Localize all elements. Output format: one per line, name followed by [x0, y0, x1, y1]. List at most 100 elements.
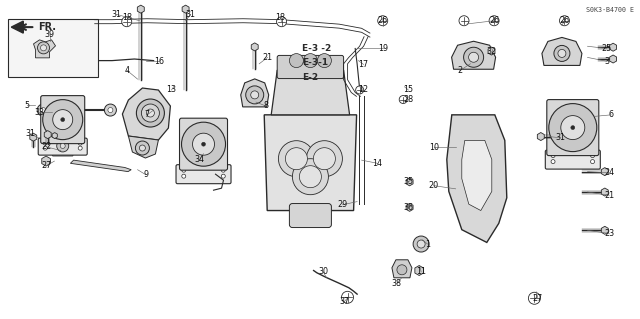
Polygon shape [138, 5, 144, 13]
Text: 10: 10 [429, 143, 439, 152]
Text: S0K3·B4700 E: S0K3·B4700 E [586, 7, 634, 13]
Polygon shape [42, 156, 51, 166]
Text: 24: 24 [604, 168, 614, 177]
Polygon shape [406, 178, 413, 186]
Circle shape [141, 104, 159, 122]
Text: 28: 28 [403, 95, 413, 104]
Circle shape [78, 146, 82, 150]
Text: 1: 1 [425, 240, 430, 249]
Text: 35: 35 [403, 177, 413, 186]
Circle shape [459, 16, 469, 26]
Text: 31: 31 [555, 133, 565, 142]
Circle shape [285, 148, 307, 170]
Text: 3: 3 [604, 57, 609, 66]
Polygon shape [462, 140, 492, 211]
Circle shape [57, 140, 68, 152]
Polygon shape [602, 188, 608, 196]
Text: E-3 -2: E-3 -2 [302, 44, 332, 53]
Circle shape [40, 45, 47, 51]
Circle shape [591, 154, 595, 158]
Polygon shape [602, 167, 608, 176]
Circle shape [378, 16, 388, 26]
Circle shape [397, 265, 407, 275]
Circle shape [251, 91, 259, 99]
Polygon shape [406, 203, 413, 211]
Text: 18: 18 [275, 13, 285, 22]
Circle shape [37, 104, 49, 116]
Polygon shape [70, 160, 131, 172]
Text: 18: 18 [122, 13, 132, 22]
Circle shape [554, 45, 570, 62]
Circle shape [413, 236, 429, 252]
Text: 23: 23 [604, 229, 614, 238]
Circle shape [300, 166, 321, 188]
Polygon shape [488, 47, 495, 55]
Polygon shape [271, 70, 349, 115]
Polygon shape [30, 133, 36, 141]
Circle shape [193, 133, 214, 155]
Text: E-3-1: E-3-1 [302, 58, 328, 67]
Circle shape [182, 122, 225, 166]
Circle shape [317, 54, 332, 68]
Polygon shape [452, 41, 495, 69]
Text: 37: 37 [339, 297, 349, 306]
Circle shape [276, 17, 287, 27]
Circle shape [108, 108, 113, 113]
Polygon shape [182, 5, 189, 13]
Polygon shape [610, 55, 616, 63]
Polygon shape [52, 133, 58, 138]
Text: 6: 6 [609, 110, 614, 119]
Circle shape [246, 86, 264, 104]
Circle shape [38, 42, 49, 54]
Circle shape [221, 174, 225, 178]
Circle shape [314, 148, 335, 170]
Polygon shape [12, 21, 23, 33]
Circle shape [61, 118, 65, 122]
Polygon shape [129, 136, 158, 158]
Text: 33: 33 [35, 108, 45, 117]
Circle shape [182, 168, 186, 172]
FancyBboxPatch shape [41, 96, 84, 144]
Circle shape [147, 109, 154, 117]
Circle shape [529, 292, 540, 304]
Text: 31: 31 [111, 10, 122, 19]
Polygon shape [610, 43, 616, 51]
Polygon shape [447, 115, 507, 242]
Circle shape [292, 159, 328, 195]
Polygon shape [241, 79, 269, 107]
Circle shape [278, 141, 314, 177]
Text: 32: 32 [486, 47, 497, 56]
Text: 27: 27 [532, 294, 543, 303]
Polygon shape [538, 132, 544, 141]
Circle shape [122, 17, 132, 27]
Circle shape [548, 104, 596, 152]
Text: 4: 4 [124, 66, 129, 75]
Polygon shape [392, 260, 412, 278]
Text: 21: 21 [262, 53, 273, 62]
FancyBboxPatch shape [289, 204, 332, 227]
Circle shape [136, 99, 164, 127]
Polygon shape [542, 37, 582, 65]
Text: 15: 15 [403, 85, 413, 94]
Text: 13: 13 [166, 85, 177, 94]
Polygon shape [602, 226, 608, 234]
FancyBboxPatch shape [547, 100, 599, 156]
Text: 25: 25 [602, 44, 612, 53]
Circle shape [140, 145, 145, 151]
Circle shape [202, 142, 205, 146]
FancyBboxPatch shape [179, 118, 228, 170]
FancyBboxPatch shape [545, 150, 600, 169]
Text: 7: 7 [145, 110, 150, 119]
Polygon shape [252, 43, 258, 51]
Text: 29: 29 [337, 200, 348, 209]
Circle shape [307, 141, 342, 177]
Text: 8: 8 [263, 101, 268, 110]
FancyBboxPatch shape [38, 138, 87, 155]
Circle shape [44, 141, 47, 145]
Text: 21: 21 [604, 191, 614, 200]
Circle shape [558, 49, 566, 57]
Circle shape [342, 291, 353, 303]
Circle shape [52, 110, 73, 130]
Text: 14: 14 [372, 159, 383, 168]
Text: 38: 38 [392, 279, 402, 288]
